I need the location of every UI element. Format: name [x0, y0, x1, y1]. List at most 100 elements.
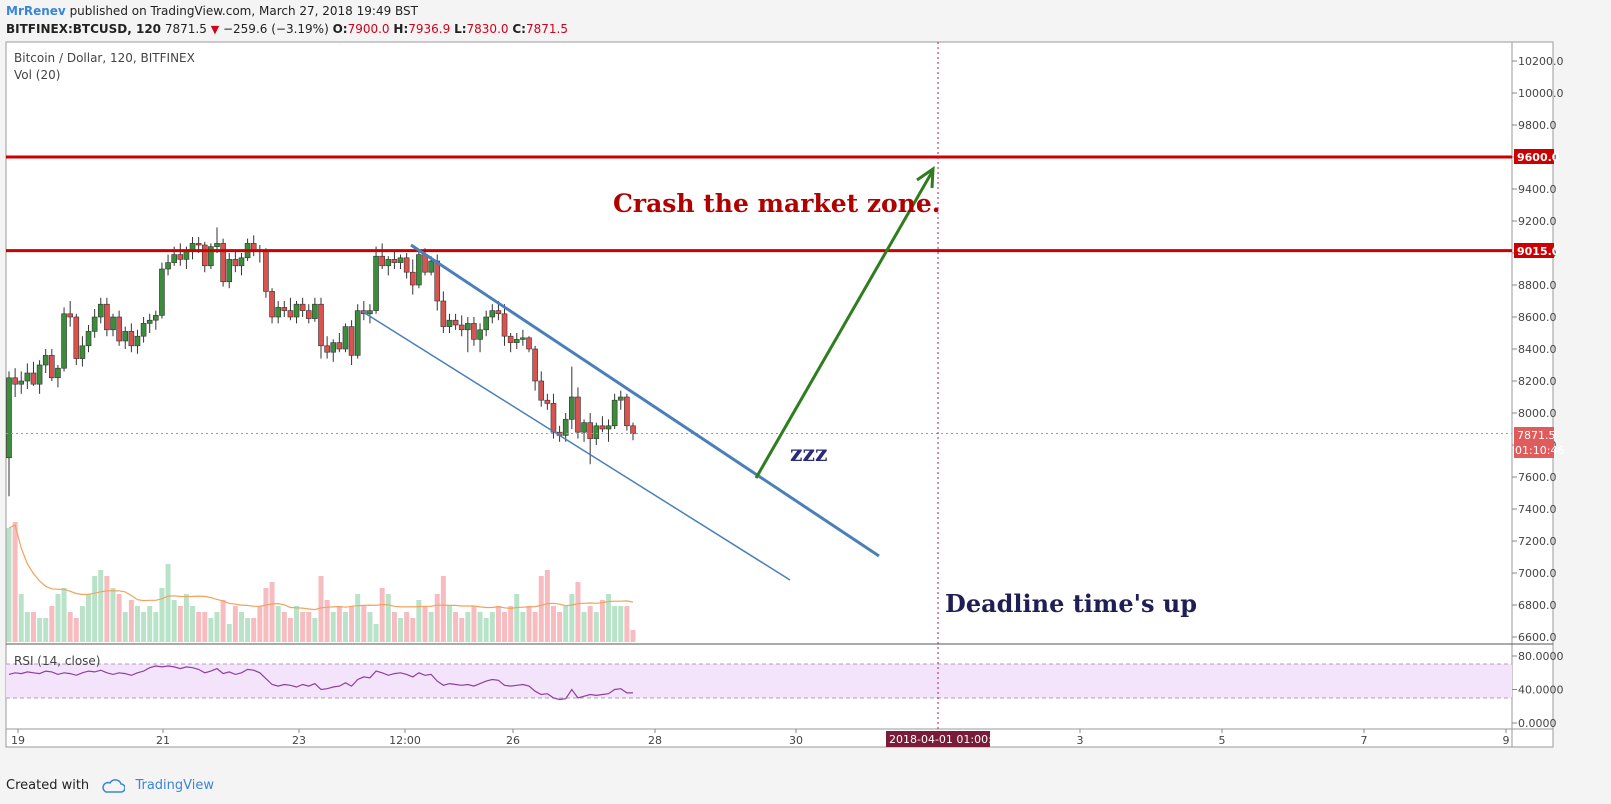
price-tick-label: 8000.0	[1518, 407, 1557, 420]
candle-body	[299, 303, 306, 311]
candle-body	[159, 268, 165, 316]
volume-bar	[18, 594, 24, 642]
symbol-info-bar: BITFINEX:BTCUSD, 120 7871.5 ▼ −259.6 (−3…	[6, 22, 568, 36]
volume-bar	[575, 582, 581, 642]
candle-body	[562, 419, 569, 436]
volume-bar	[428, 612, 434, 642]
candle-body	[6, 377, 12, 459]
tradingview-link[interactable]: TradingView	[135, 778, 214, 793]
volume-bar	[190, 606, 196, 642]
candle-body	[55, 367, 61, 379]
candle-body	[61, 313, 67, 369]
candle-body	[134, 335, 141, 347]
volume-bar	[624, 606, 630, 642]
volume-bar	[92, 576, 98, 642]
symbol-name: BITFINEX:BTCUSD, 120	[6, 22, 162, 36]
volume-bar	[153, 612, 159, 642]
tag-9015-text: 9015.0	[1517, 245, 1560, 258]
volume-bar	[593, 612, 599, 642]
volume-bar	[422, 606, 428, 642]
volume-bar	[208, 618, 214, 642]
high-label: H:	[393, 22, 409, 36]
candle-body	[287, 310, 294, 318]
deadline-note[interactable]: Deadline time's up	[945, 589, 1197, 618]
price-tick-label: 7600.0	[1518, 471, 1557, 484]
candle-body	[201, 244, 208, 267]
price-chart[interactable]: Bitcoin / Dollar, 120, BITFINEX Vol (20)…	[0, 0, 1611, 760]
candle-body	[593, 425, 600, 439]
volume-bar	[287, 618, 293, 642]
volume-bar	[508, 606, 514, 642]
tag-9600-text: 9600.0	[1517, 151, 1560, 164]
candle-body	[269, 291, 275, 318]
volume-pane-label: Vol (20)	[14, 68, 60, 82]
candle-body	[153, 315, 159, 321]
created-with-label: Created with	[6, 778, 90, 793]
candle-body	[146, 319, 153, 324]
time-axis[interactable]: 19 21 23 12:00 26 28 30 3 5 7 9	[11, 729, 1510, 747]
volume-ma-line	[8, 524, 634, 611]
price-tick-label: 9200.0	[1518, 215, 1557, 228]
candle-body	[507, 335, 514, 343]
volume-bar	[86, 594, 92, 642]
high-value: 7936.9	[408, 22, 451, 36]
channel-lower-line[interactable]	[362, 311, 791, 581]
candle-body	[397, 257, 404, 263]
time-tick-label: 23	[292, 734, 306, 747]
price-tick-label: 9400.0	[1518, 183, 1557, 196]
candle-body	[140, 323, 147, 337]
candle-body	[373, 255, 379, 311]
candle-body	[501, 313, 508, 337]
candle-body	[208, 246, 214, 267]
volume-bar	[245, 618, 251, 642]
candle-body	[220, 243, 226, 283]
rsi-tick-label: 80.0000	[1518, 650, 1564, 663]
close-value: 7871.5	[525, 22, 568, 36]
candle-body	[416, 254, 422, 286]
volume-bar	[434, 594, 440, 642]
author-link[interactable]: MrRenev	[6, 4, 66, 18]
crash-zone-note[interactable]: Crash the market zone.	[613, 189, 941, 218]
candle-body	[42, 355, 49, 366]
main-pane-label: Bitcoin / Dollar, 120, BITFINEX	[14, 51, 195, 65]
volume-bar	[73, 618, 79, 642]
candle-body	[587, 422, 593, 439]
candle-body	[483, 316, 489, 331]
candle-body	[513, 339, 520, 343]
volume-bar	[446, 606, 452, 642]
volume-bar	[220, 600, 226, 642]
price-tick-label: 7000.0	[1518, 567, 1557, 580]
tag-last-price: 7871.5 01:10:46	[1514, 427, 1564, 458]
volume-bar	[416, 600, 422, 642]
volume-bar	[373, 624, 379, 642]
candle-body	[434, 260, 441, 302]
volume-bar	[37, 618, 43, 642]
candlesticks	[6, 227, 636, 497]
candle-body	[312, 303, 318, 319]
channel-upper-line[interactable]	[410, 243, 880, 558]
price-tick-label: 7400.0	[1518, 503, 1557, 516]
volume-bar	[49, 606, 55, 642]
candle-body	[428, 260, 434, 273]
candle-body	[293, 303, 300, 318]
volume-bar	[410, 618, 416, 642]
price-tick-label: 8600.0	[1518, 311, 1557, 324]
volume-bar	[569, 594, 575, 642]
candle-body	[24, 372, 31, 382]
volume-bar	[318, 576, 324, 642]
volume-bar	[6, 528, 12, 642]
zzz-note[interactable]: zzz	[790, 441, 827, 467]
volume-bar	[459, 618, 465, 642]
volume-bar	[563, 606, 569, 642]
candle-body	[458, 324, 465, 331]
price-tick-label: 6800.0	[1518, 599, 1557, 612]
time-tick-label: 19	[11, 734, 25, 747]
candle-body	[495, 310, 502, 315]
volume-bar	[379, 588, 385, 642]
volume-bar	[599, 600, 605, 642]
candle-body	[49, 355, 55, 379]
tradingview-cloud-icon	[102, 778, 126, 793]
candle-body	[520, 337, 526, 340]
breakout-arrow[interactable]	[754, 171, 934, 479]
price-tick-label: 10000.0	[1518, 87, 1564, 100]
